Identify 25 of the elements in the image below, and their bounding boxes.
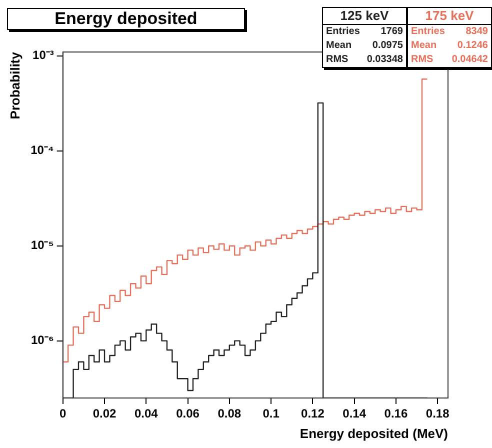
x-tick-label: 0.08: [218, 406, 242, 421]
y-axis-title: Probability: [7, 51, 22, 120]
text: Entries 1769: [326, 26, 403, 37]
x-axis-title: Energy deposited (MeV): [300, 426, 448, 441]
x-tick-label: 0.16: [384, 406, 408, 421]
y-tick-label: 10⁻⁵: [30, 238, 54, 252]
text: RMS 0.03348: [326, 54, 403, 65]
text: 175 keV: [408, 8, 491, 25]
text: Entries 8349: [411, 26, 488, 37]
text: 125 keV: [323, 8, 406, 25]
x-tick-label: 0.18: [426, 406, 450, 421]
text: Mean 0.1246: [411, 40, 488, 51]
x-tick-label: 0.1: [262, 406, 280, 421]
x-tick-label: 0: [60, 406, 67, 421]
y-tick-label: 10⁻⁴: [30, 143, 54, 158]
x-tick-label: 0.12: [301, 406, 325, 421]
x-tick-label: 0.06: [176, 406, 200, 421]
text: RMS 0.04642: [411, 54, 488, 65]
text: Mean 0.0975: [326, 40, 403, 51]
x-tick-label: 0.02: [92, 406, 117, 421]
chart-title: Energy deposited: [7, 8, 245, 30]
y-tick-label: 10⁻⁶: [31, 333, 54, 348]
y-tick-label: 10⁻³: [32, 48, 54, 62]
x-tick-label: 0.04: [134, 406, 158, 421]
x-tick-label: 0.14: [342, 406, 366, 421]
